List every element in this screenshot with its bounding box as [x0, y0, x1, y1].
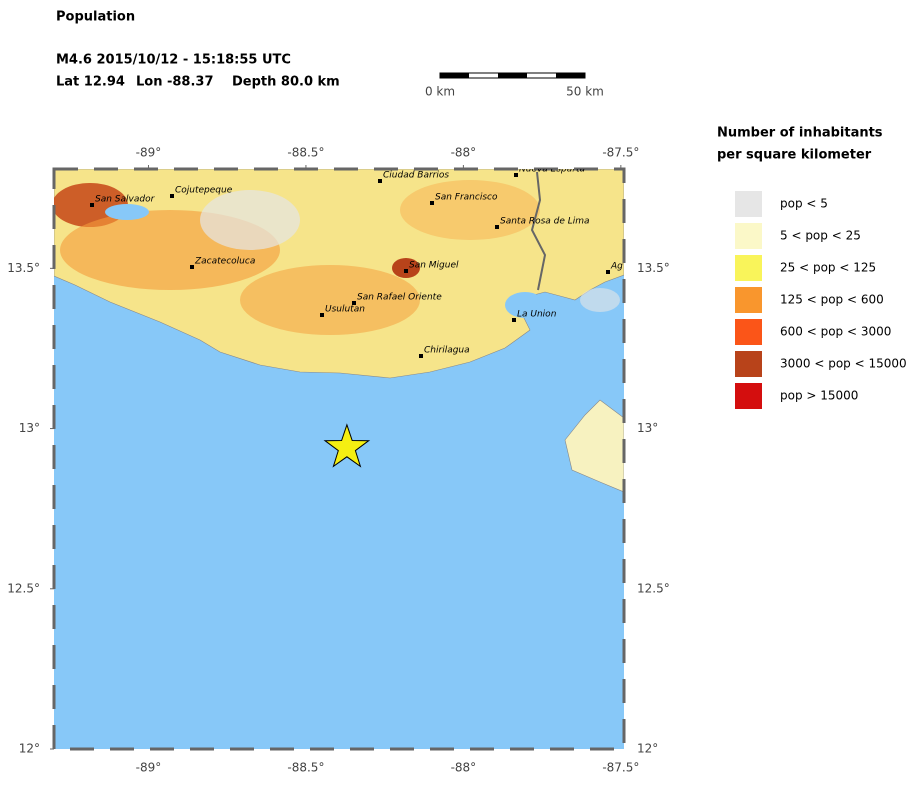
city-marker [190, 265, 194, 269]
y-tick-label: 13.5° [637, 261, 670, 275]
legend-swatch [735, 223, 762, 249]
city-label: San Francisco [435, 193, 498, 203]
city-label: San Miguel [409, 261, 459, 271]
y-tick-label: 13° [19, 421, 40, 435]
city-marker [512, 318, 516, 322]
legend-title: Number of inhabitants [717, 126, 883, 141]
x-tick-label: -87.5° [602, 146, 639, 160]
scale-start: 0 km [425, 85, 455, 99]
city-marker [352, 301, 356, 305]
x-tick-label: -88° [451, 146, 477, 160]
city-label: Santa Rosa de Lima [500, 217, 590, 227]
depth-text: Depth 80.0 km [232, 75, 340, 90]
y-tick-label: 12° [19, 742, 40, 756]
legend-label: pop > 15000 [780, 389, 858, 403]
y-tick-label: 12.5° [637, 581, 670, 595]
city-label: Ciudad Barrios [383, 171, 449, 181]
legend-swatch [735, 287, 762, 313]
legend-title: per square kilometer [717, 148, 872, 163]
city-marker [430, 201, 434, 205]
scale-bar [439, 72, 586, 79]
city-marker [90, 203, 94, 207]
x-tick-label: -88.5° [287, 146, 324, 160]
city-marker [495, 225, 499, 229]
y-tick-label: 13° [637, 421, 658, 435]
city-label: Cojutepeque [175, 186, 233, 196]
x-tick-label: -89° [136, 761, 162, 775]
city-label: Usulutan [325, 305, 365, 315]
legend-swatch [735, 255, 762, 281]
city-label: Nueva Esparta [519, 165, 585, 175]
city-marker [170, 194, 174, 198]
city-label: La Union [517, 310, 557, 320]
x-tick-label: -87.5° [602, 761, 639, 775]
y-tick-label: 12.5° [7, 581, 40, 595]
legend-label: 125 < pop < 600 [780, 293, 884, 307]
city-marker [320, 313, 324, 317]
legend-swatch [735, 383, 762, 409]
legend-label: pop < 5 [780, 197, 828, 211]
legend-swatch [735, 319, 762, 345]
city-label: Ag [610, 262, 623, 272]
x-tick-label: -88.5° [287, 761, 324, 775]
y-tick-label: 12° [637, 742, 658, 756]
x-tick-label: -89° [136, 146, 162, 160]
legend-label: 25 < pop < 125 [780, 261, 876, 275]
legend-label: 5 < pop < 25 [780, 229, 861, 243]
city-label: Zacatecoluca [194, 257, 255, 267]
epicenter [323, 423, 371, 468]
title: Population [56, 10, 135, 25]
scale-end: 50 km [566, 85, 604, 99]
city-marker [378, 179, 382, 183]
lat-text: Lat 12.94 [56, 75, 125, 90]
x-tick-label: -88° [451, 761, 477, 775]
legend-label: 3000 < pop < 15000 [780, 357, 907, 371]
city-label: Chirilagua [424, 346, 470, 356]
cities: San Salvador Cojutepeque Zacatecoluca Ciuda… [90, 165, 623, 358]
city-label: San Salvador [95, 195, 156, 205]
city-marker [606, 270, 610, 274]
legend: Number of inhabitants per square kilomet… [717, 126, 907, 409]
legend-swatch [735, 351, 762, 377]
lon-text: Lon -88.37 [136, 75, 214, 90]
map-frame [52, 167, 626, 751]
legend-label: 600 < pop < 3000 [780, 325, 891, 339]
legend-swatch [735, 191, 762, 217]
event-line: M4.6 2015/10/12 - 15:18:55 UTC [56, 53, 291, 68]
city-label: San Rafael Oriente [357, 293, 442, 303]
city-marker [514, 173, 518, 177]
y-tick-label: 13.5° [7, 261, 40, 275]
city-marker [419, 354, 423, 358]
city-marker [404, 269, 408, 273]
